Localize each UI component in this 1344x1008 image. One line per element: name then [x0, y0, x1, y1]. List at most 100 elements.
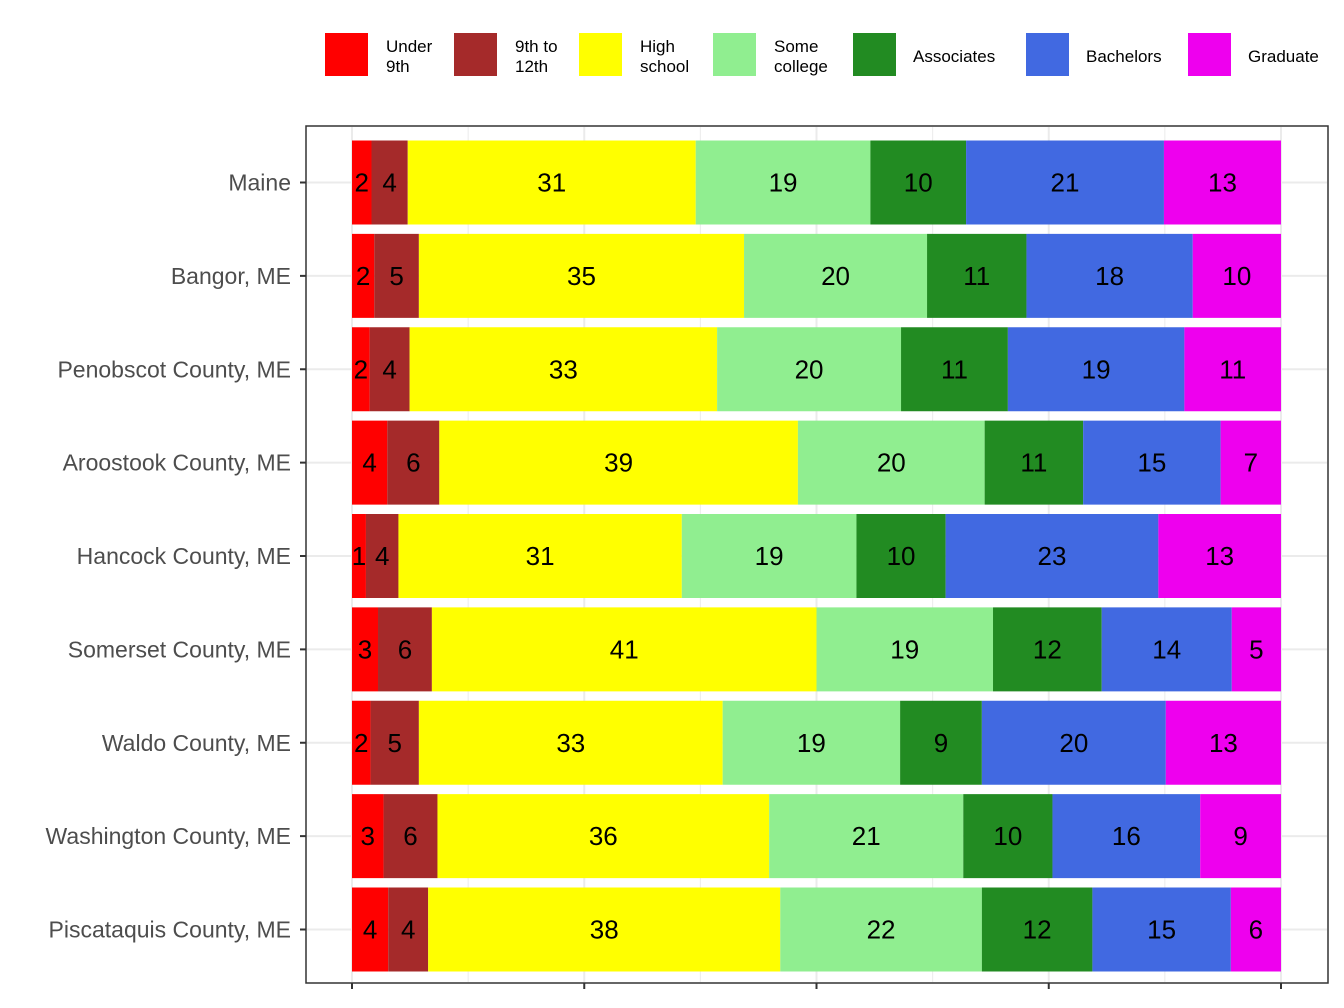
bar-segment — [1165, 700, 1281, 785]
bar-value-label: 20 — [877, 448, 906, 478]
bar-value-label: 19 — [890, 634, 919, 664]
bar-value-label: 6 — [398, 634, 412, 664]
bar-segment — [722, 700, 901, 785]
bar-value-label: 11 — [1020, 448, 1047, 478]
bar-value-label: 6 — [1249, 915, 1263, 945]
bar-value-label: 13 — [1205, 541, 1234, 571]
y-tick-label: Washington County, ME — [46, 823, 291, 849]
bar-segment — [981, 887, 1093, 972]
bar-segment — [1158, 514, 1281, 598]
legend-key — [853, 33, 896, 76]
bar-value-label: 10 — [1222, 261, 1251, 291]
bar-segment — [1052, 794, 1201, 879]
bar-segment — [901, 327, 1008, 412]
bar-value-label: 33 — [556, 728, 585, 758]
bar-value-label: 5 — [1249, 634, 1263, 664]
bar-value-label: 33 — [549, 354, 578, 384]
y-tick-label: Penobscot County, ME — [57, 356, 291, 382]
bar-segment — [984, 420, 1084, 505]
bar-segment — [374, 233, 419, 318]
bar-segment — [769, 794, 964, 879]
bar-value-label: 21 — [852, 821, 881, 851]
bar-segment — [1192, 233, 1281, 318]
legend-key — [579, 33, 622, 76]
bar-value-label: 4 — [382, 168, 396, 198]
bar-segment — [780, 887, 982, 972]
legend-label: Some — [774, 37, 818, 56]
bar-segment — [981, 700, 1166, 785]
legend-label: 9th — [386, 57, 410, 76]
bar-segment — [1092, 887, 1231, 972]
bar-segment — [717, 327, 902, 412]
bar-segment — [378, 607, 432, 692]
bar-value-label: 16 — [1112, 821, 1141, 851]
bar-value-label: 3 — [361, 821, 375, 851]
bar-value-label: 15 — [1147, 915, 1176, 945]
bar-value-label: 5 — [387, 728, 401, 758]
legend-label: college — [774, 57, 828, 76]
bar-segment — [431, 607, 817, 692]
bar-value-label: 4 — [362, 448, 376, 478]
bar-value-label: 2 — [356, 261, 370, 291]
bar-segment — [1101, 607, 1232, 692]
bar-value-label: 13 — [1208, 168, 1237, 198]
bar-segment — [945, 514, 1159, 598]
bar-segment — [744, 233, 928, 318]
y-tick-label: Aroostook County, ME — [63, 450, 291, 476]
bar-value-label: 11 — [1219, 354, 1246, 384]
y-tick-label: Hancock County, ME — [77, 543, 291, 569]
bar-segment — [439, 420, 798, 505]
bar-segment — [388, 887, 429, 972]
bar-value-label: 19 — [1082, 354, 1111, 384]
bar-value-label: 3 — [358, 634, 372, 664]
legend-label: Under — [386, 37, 433, 56]
bar-segment — [1220, 420, 1281, 505]
bar-value-label: 2 — [354, 354, 368, 384]
bar-segment — [352, 700, 371, 785]
bar-segment — [352, 140, 372, 225]
bar-segment — [383, 794, 438, 879]
bar-segment — [418, 700, 723, 785]
bar-segment — [371, 140, 408, 225]
bar-segment — [1026, 233, 1193, 318]
y-tick-label: Piscataquis County, ME — [49, 917, 291, 943]
bar-value-label: 31 — [537, 168, 566, 198]
bars: 2 4 31 19 10 21 132 5 35 20 11 18 102 4 33 20 11 19 114 6 39… — [352, 140, 1281, 972]
bar-value-label: 4 — [401, 915, 415, 945]
bar-value-label: 4 — [363, 915, 377, 945]
bar-value-label: 18 — [1095, 261, 1124, 291]
bar-value-label: 4 — [375, 541, 389, 571]
bar-value-label: 21 — [1051, 168, 1080, 198]
bar-segment — [352, 420, 388, 505]
bar-value-label: 2 — [354, 728, 368, 758]
bar-segment — [966, 140, 1164, 225]
bar-segment — [993, 607, 1102, 692]
bar-segment — [816, 607, 994, 692]
bar-value-label: 7 — [1244, 448, 1258, 478]
legend-label: Associates — [913, 47, 995, 66]
bar-segment — [369, 327, 410, 412]
bar-value-label: 9 — [934, 728, 948, 758]
y-tick-label: Waldo County, ME — [102, 730, 291, 756]
bar-value-label: 19 — [769, 168, 798, 198]
bar-value-label: 41 — [610, 634, 639, 664]
bar-segment — [1007, 327, 1185, 412]
bar-value-label: 10 — [887, 541, 916, 571]
bar-segment — [398, 514, 682, 598]
bar-segment — [352, 887, 389, 972]
bar-segment — [352, 514, 366, 598]
bar-segment — [900, 700, 982, 785]
legend-key — [1026, 33, 1069, 76]
y-tick-label: Maine — [228, 170, 291, 196]
bar-value-label: 9 — [1233, 821, 1247, 851]
bar-segment — [1230, 887, 1281, 972]
bar-value-label: 11 — [963, 261, 990, 291]
bar-segment — [797, 420, 985, 505]
bar-value-label: 10 — [904, 168, 933, 198]
bar-segment — [352, 794, 384, 879]
bar-segment — [1163, 140, 1281, 225]
y-axis: Maine Bangor, ME Penobscot County, ME Aroos… — [46, 170, 1282, 989]
legend-label: 12th — [515, 57, 548, 76]
